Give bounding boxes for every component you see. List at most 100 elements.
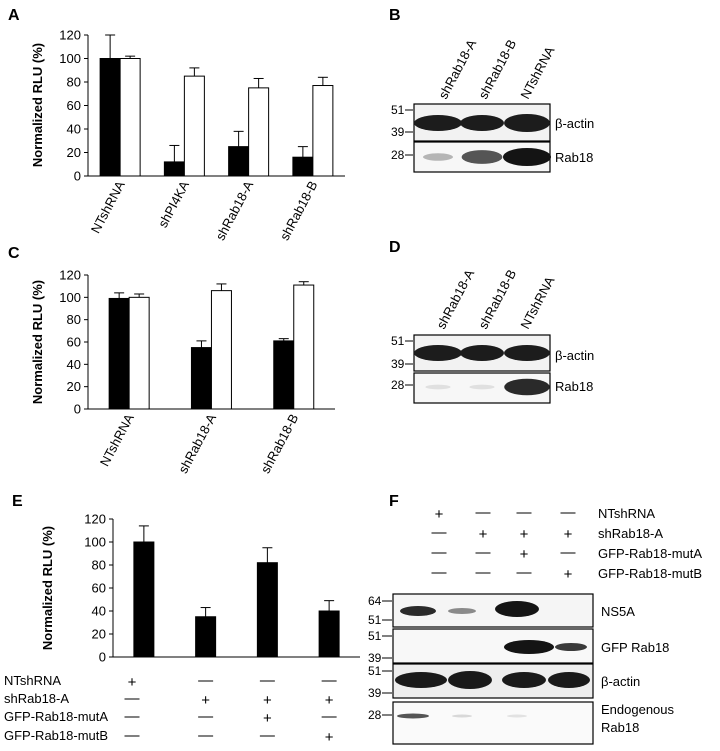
western-blot-f: NTshRNA+ — — —shRab18-A— + + +GFP-Rab18-mutA— —… <box>368 504 703 745</box>
bar <box>318 610 340 658</box>
band-label: Endogenous <box>601 702 675 717</box>
x-tick-label: shRab18-B <box>277 178 321 242</box>
bar <box>108 297 130 410</box>
lane-label: NTshRNA <box>517 274 557 332</box>
panel-label-d: D <box>389 239 401 256</box>
panel-label-a: A <box>8 7 20 24</box>
band-label: NS5A <box>601 604 635 619</box>
bar <box>312 85 334 177</box>
y-tick-label: 0 <box>74 169 81 184</box>
x-tick-label: shRab18-A <box>212 178 256 243</box>
panel-label-f: F <box>389 493 399 510</box>
condition-sign: + <box>263 692 272 709</box>
y-tick-label: 120 <box>84 512 106 527</box>
condition-sign: + <box>479 526 488 543</box>
condition-sign: — <box>517 564 532 581</box>
mw-marker: 51 <box>368 613 382 627</box>
mw-marker: 51 <box>368 629 382 643</box>
bar-chart-e: 0 20 40 60 80 100 120 Normalized RLU (%) <box>40 512 360 665</box>
mw-marker: 39 <box>391 357 405 371</box>
condition-sign: — <box>260 672 275 689</box>
y-tick-label: 120 <box>59 268 81 283</box>
condition-sign: — <box>125 690 140 707</box>
condition-sign: + <box>325 692 334 709</box>
band-label: β-actin <box>555 116 594 131</box>
western-blot-b: shRab18-A shRab18-B NTshRNA 51 39 28 β-a… <box>391 37 594 173</box>
band-label: GFP Rab18 <box>601 640 669 655</box>
bar <box>248 87 270 177</box>
condition-label: GFP-Rab18-mutB <box>598 566 702 581</box>
condition-sign: + <box>564 526 573 543</box>
y-axis-label: Normalized RLU (%) <box>30 280 45 404</box>
band <box>503 148 551 166</box>
western-blot-d: shRab18-A shRab18-B NTshRNA 51 39 28 β-a… <box>391 267 594 404</box>
y-tick-label: 100 <box>59 290 81 305</box>
bar <box>183 75 205 177</box>
x-tick-label: shRab18-B <box>258 411 302 475</box>
panel-label-e: E <box>12 493 23 510</box>
condition-sign: + <box>520 526 529 543</box>
condition-label: NTshRNA <box>4 673 61 688</box>
band-label: Rab18 <box>555 379 593 394</box>
band <box>425 384 451 390</box>
y-tick-label: 20 <box>92 627 106 642</box>
condition-table-f: NTshRNA+ — — —shRab18-A— + + +GFP-Rab18-mutA— —… <box>432 504 703 583</box>
bar <box>119 58 141 177</box>
lane-label: shRab18-B <box>475 37 519 101</box>
bar <box>293 284 315 410</box>
condition-sign: — <box>432 564 447 581</box>
condition-sign: + <box>435 506 444 523</box>
condition-sign: — <box>432 524 447 541</box>
x-tick-label: NTshRNA <box>97 411 137 469</box>
condition-label: shRab18-A <box>4 691 69 706</box>
bar <box>99 58 121 177</box>
bar <box>256 562 278 658</box>
y-tick-label: 100 <box>84 535 106 550</box>
bar <box>133 541 155 658</box>
y-tick-label: 60 <box>67 98 81 113</box>
condition-sign: — <box>476 544 491 561</box>
condition-sign: + <box>564 566 573 583</box>
condition-sign: — <box>476 564 491 581</box>
condition-sign: + <box>325 729 334 746</box>
condition-label: shRab18-A <box>598 526 663 541</box>
bar <box>195 616 217 658</box>
mw-marker: 28 <box>368 708 382 722</box>
condition-sign: — <box>125 727 140 744</box>
bar-chart-c: 0 20 40 60 80 100 120 Normalized RLU (%) NTshRNA… <box>30 268 335 476</box>
condition-sign: + <box>201 692 210 709</box>
bar-chart-a: 0 20 40 60 80 100 120 Normalized RLU (%) NTshRNA… <box>30 28 345 243</box>
condition-sign: — <box>517 504 532 521</box>
condition-sign: — <box>432 544 447 561</box>
y-tick-label: 60 <box>67 335 81 350</box>
lane-label: shRab18-A <box>435 37 479 102</box>
condition-sign: — <box>561 544 576 561</box>
band <box>504 378 550 396</box>
mw-marker: 39 <box>368 686 382 700</box>
y-tick-label: 60 <box>92 581 106 596</box>
lane-label: shRab18-B <box>475 267 519 331</box>
band-label: Rab18 <box>601 720 639 735</box>
condition-sign: — <box>322 672 337 689</box>
bar <box>128 296 150 410</box>
condition-sign: + <box>520 546 529 563</box>
y-tick-label: 0 <box>99 650 106 665</box>
y-tick-label: 40 <box>67 357 81 372</box>
condition-sign: — <box>198 672 213 689</box>
x-tick-label: NTshRNA <box>88 178 128 236</box>
condition-sign: — <box>198 727 213 744</box>
mw-marker: 28 <box>391 378 405 392</box>
y-tick-label: 80 <box>92 558 106 573</box>
band <box>423 153 453 161</box>
condition-sign: + <box>263 710 272 727</box>
rab18-bands <box>425 378 550 396</box>
y-tick-label: 40 <box>67 122 81 137</box>
condition-sign: — <box>260 727 275 744</box>
y-tick-label: 80 <box>67 312 81 327</box>
mw-marker: 39 <box>391 125 405 139</box>
y-tick-label: 20 <box>67 379 81 394</box>
panel-label-b: B <box>389 7 401 24</box>
condition-sign: — <box>198 708 213 725</box>
band <box>461 150 503 164</box>
